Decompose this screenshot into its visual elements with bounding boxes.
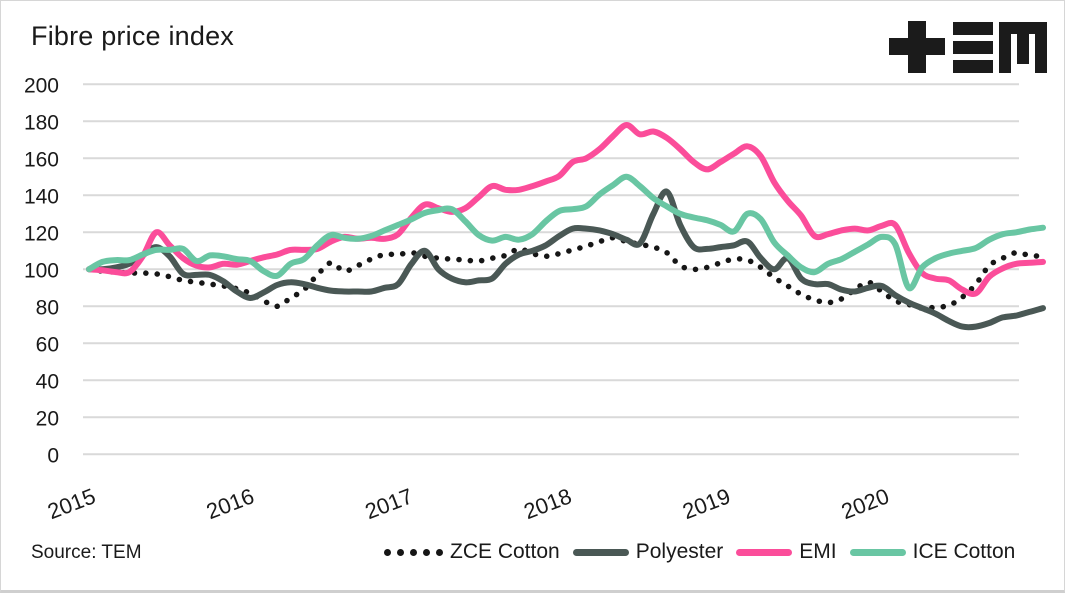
source-attribution: Source: TEM bbox=[31, 542, 142, 563]
legend-label-polyester: Polyester bbox=[635, 540, 724, 563]
legend-item-polyester: Polyester bbox=[572, 540, 724, 564]
y-axis-tick-40: 40 bbox=[36, 370, 59, 393]
x-axis-tick-2017: 2017 bbox=[362, 483, 417, 524]
tem-logo bbox=[889, 21, 1047, 73]
y-axis-tick-100: 100 bbox=[24, 259, 59, 282]
logo-bar-bottom bbox=[953, 60, 993, 73]
polyester-line-swatch-icon bbox=[572, 548, 629, 556]
series-line-polyester bbox=[86, 188, 1046, 331]
zce-cotton-dotted-swatch-icon bbox=[384, 548, 443, 556]
legend-item-zce-cotton: ZCE Cotton bbox=[384, 540, 560, 564]
legend-label-zce-cotton: ZCE Cotton bbox=[450, 540, 560, 563]
logo-plus-horizontal bbox=[889, 38, 945, 55]
x-axis-tick-2015: 2015 bbox=[44, 483, 99, 524]
legend-label-emi: EMI bbox=[799, 540, 837, 563]
y-axis-tick-80: 80 bbox=[36, 296, 59, 319]
y-axis-tick-120: 120 bbox=[24, 222, 59, 245]
y-axis-tick-200: 200 bbox=[24, 74, 59, 97]
series-line-ice-cotton bbox=[86, 173, 1046, 292]
logo-m-right bbox=[1035, 22, 1047, 73]
legend-label-ice-cotton: ICE Cotton bbox=[912, 540, 1016, 563]
y-axis-tick-180: 180 bbox=[24, 111, 59, 134]
legend-item-ice-cotton: ICE Cotton bbox=[849, 540, 1016, 564]
chart-legend: ZCE Cotton Polyester EMI ICE Cotton bbox=[384, 540, 1015, 564]
logo-m-left bbox=[999, 22, 1011, 73]
ice-cotton-line-swatch-icon bbox=[849, 548, 906, 556]
x-axis-tick-2018: 2018 bbox=[520, 483, 575, 524]
x-axis-tick-2016: 2016 bbox=[203, 483, 258, 524]
page-title: Fibre price index bbox=[31, 21, 234, 51]
logo-m-center bbox=[1017, 22, 1029, 64]
emi-line-swatch-icon bbox=[736, 548, 793, 556]
x-axis-tick-2019: 2019 bbox=[679, 483, 734, 524]
x-axis-tick-2020: 2020 bbox=[838, 483, 893, 524]
y-axis-tick-160: 160 bbox=[24, 148, 59, 171]
y-axis-tick-140: 140 bbox=[24, 185, 59, 208]
logo-bar-top bbox=[953, 22, 993, 35]
legend-item-emi: EMI bbox=[736, 540, 837, 564]
y-axis-tick-0: 0 bbox=[47, 444, 59, 467]
logo-bar-middle bbox=[953, 41, 993, 54]
y-axis-tick-60: 60 bbox=[36, 333, 59, 356]
y-axis-tick-20: 20 bbox=[36, 407, 59, 430]
